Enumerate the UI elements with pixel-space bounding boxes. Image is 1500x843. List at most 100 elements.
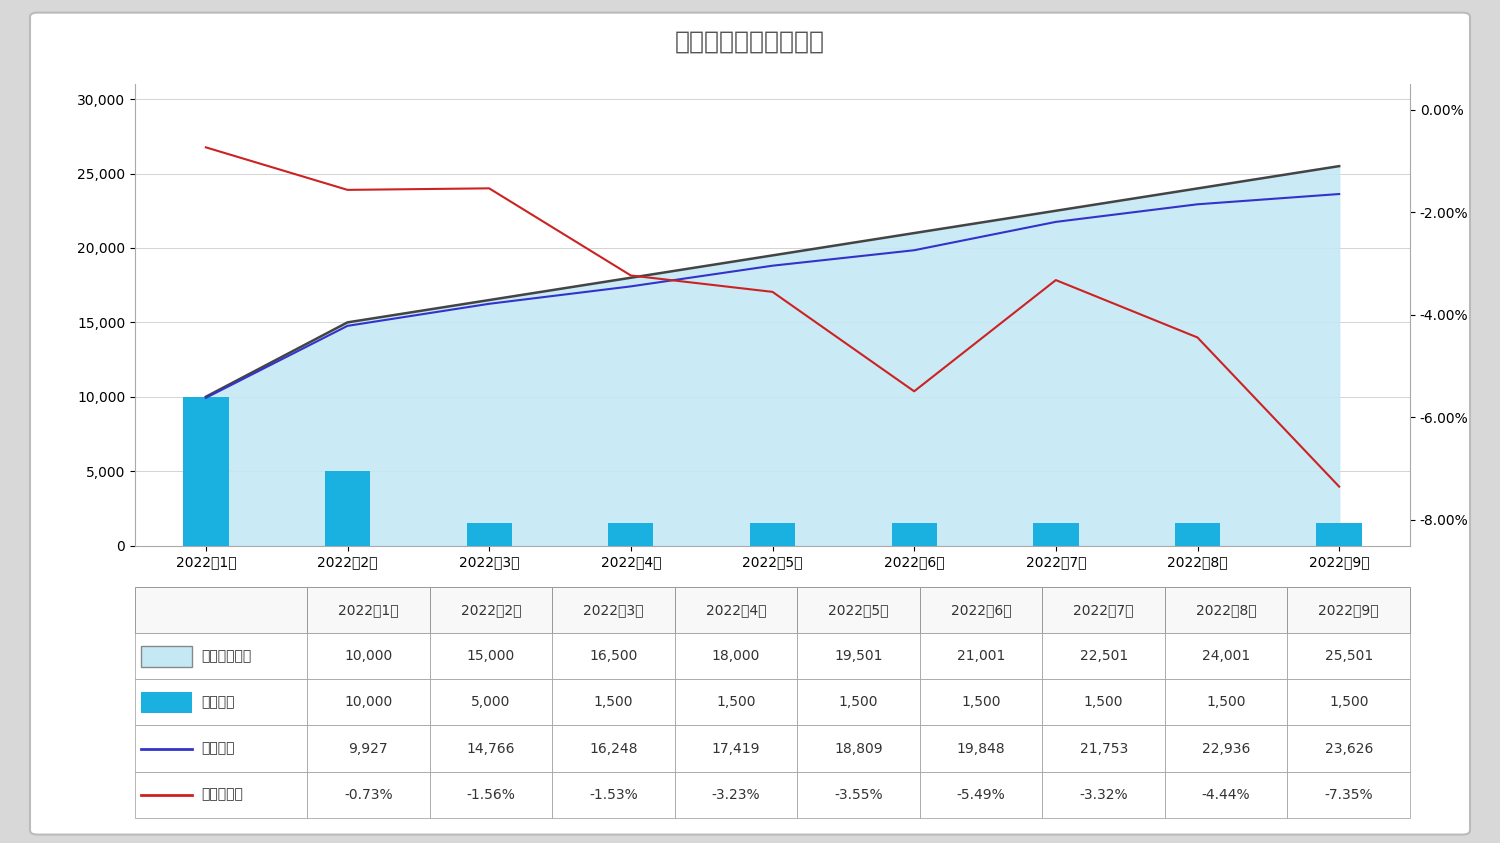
- Bar: [429, 633, 552, 679]
- Text: -4.44%: -4.44%: [1202, 787, 1251, 802]
- Text: 18,809: 18,809: [834, 742, 884, 755]
- Bar: [608, 524, 654, 545]
- Bar: [141, 692, 192, 713]
- Text: 19,848: 19,848: [957, 742, 1005, 755]
- Bar: [552, 726, 675, 771]
- Bar: [135, 633, 308, 679]
- Text: 25,501: 25,501: [1324, 649, 1372, 663]
- Bar: [141, 646, 192, 667]
- Text: 15,000: 15,000: [466, 649, 514, 663]
- Text: 2022年2月: 2022年2月: [460, 603, 520, 617]
- Text: 16,248: 16,248: [590, 742, 638, 755]
- Text: -1.53%: -1.53%: [590, 787, 638, 802]
- Bar: [1287, 633, 1410, 679]
- Bar: [675, 771, 798, 818]
- Text: 2022年3月: 2022年3月: [584, 603, 644, 617]
- Text: 1,500: 1,500: [594, 695, 633, 710]
- Text: -7.35%: -7.35%: [1324, 787, 1372, 802]
- Text: 1,500: 1,500: [962, 695, 1000, 710]
- Text: 1,500: 1,500: [839, 695, 879, 710]
- Bar: [1166, 726, 1287, 771]
- Bar: [552, 679, 675, 726]
- Text: 2022年5月: 2022年5月: [828, 603, 890, 617]
- Text: 1,500: 1,500: [1329, 695, 1368, 710]
- Text: 1,500: 1,500: [717, 695, 756, 710]
- Bar: [1317, 524, 1362, 545]
- Text: -0.73%: -0.73%: [344, 787, 393, 802]
- Text: 24,001: 24,001: [1202, 649, 1251, 663]
- Bar: [798, 771, 920, 818]
- Text: -3.55%: -3.55%: [834, 787, 884, 802]
- Text: 22,501: 22,501: [1080, 649, 1128, 663]
- Text: ひふみらいと運用実績: ひふみらいと運用実績: [675, 30, 825, 53]
- Bar: [552, 771, 675, 818]
- Bar: [308, 679, 429, 726]
- Text: 18,000: 18,000: [712, 649, 760, 663]
- Bar: [1166, 771, 1287, 818]
- Text: 2022年4月: 2022年4月: [706, 603, 766, 617]
- Bar: [798, 679, 920, 726]
- Bar: [1287, 679, 1410, 726]
- Bar: [920, 587, 1042, 633]
- Text: 9,927: 9,927: [348, 742, 388, 755]
- Bar: [429, 587, 552, 633]
- Bar: [1166, 679, 1287, 726]
- Bar: [891, 524, 938, 545]
- Bar: [675, 633, 798, 679]
- Text: 評価損益率: 評価損益率: [201, 787, 243, 802]
- Bar: [326, 471, 370, 545]
- Bar: [552, 633, 675, 679]
- Text: -1.56%: -1.56%: [466, 787, 516, 802]
- Bar: [798, 587, 920, 633]
- Bar: [429, 679, 552, 726]
- Text: 2022年1月: 2022年1月: [338, 603, 399, 617]
- Bar: [1042, 771, 1166, 818]
- Bar: [1042, 726, 1166, 771]
- Text: 評価金額: 評価金額: [201, 742, 236, 755]
- Bar: [798, 633, 920, 679]
- Text: -3.23%: -3.23%: [711, 787, 760, 802]
- Bar: [1166, 633, 1287, 679]
- Bar: [1287, 726, 1410, 771]
- Text: 14,766: 14,766: [466, 742, 514, 755]
- Bar: [429, 726, 552, 771]
- Bar: [750, 524, 795, 545]
- Bar: [552, 587, 675, 633]
- Bar: [1287, 771, 1410, 818]
- Text: 1,500: 1,500: [1084, 695, 1124, 710]
- Bar: [1287, 587, 1410, 633]
- Text: 22,936: 22,936: [1202, 742, 1251, 755]
- Bar: [920, 771, 1042, 818]
- Bar: [675, 587, 798, 633]
- Text: 2022年6月: 2022年6月: [951, 603, 1011, 617]
- Text: 受渡金額合計: 受渡金額合計: [201, 649, 252, 663]
- Bar: [308, 771, 429, 818]
- Bar: [183, 397, 228, 545]
- Text: -3.32%: -3.32%: [1080, 787, 1128, 802]
- Bar: [1166, 587, 1287, 633]
- Text: 17,419: 17,419: [712, 742, 760, 755]
- Text: 2022年8月: 2022年8月: [1196, 603, 1257, 617]
- Bar: [675, 726, 798, 771]
- Text: 10,000: 10,000: [345, 649, 393, 663]
- Text: 10,000: 10,000: [345, 695, 393, 710]
- Text: 21,001: 21,001: [957, 649, 1005, 663]
- Bar: [798, 726, 920, 771]
- Bar: [1042, 679, 1166, 726]
- Bar: [920, 633, 1042, 679]
- Bar: [308, 633, 429, 679]
- Bar: [1042, 633, 1166, 679]
- Bar: [135, 587, 308, 633]
- Bar: [135, 726, 308, 771]
- Bar: [308, 726, 429, 771]
- Bar: [920, 679, 1042, 726]
- Text: 受渡金額: 受渡金額: [201, 695, 236, 710]
- Bar: [135, 771, 308, 818]
- Text: -5.49%: -5.49%: [957, 787, 1005, 802]
- Bar: [1042, 587, 1166, 633]
- Text: 2022年7月: 2022年7月: [1074, 603, 1134, 617]
- Text: 23,626: 23,626: [1324, 742, 1372, 755]
- Text: 2022年9月: 2022年9月: [1318, 603, 1378, 617]
- Text: 19,501: 19,501: [834, 649, 884, 663]
- Bar: [135, 679, 308, 726]
